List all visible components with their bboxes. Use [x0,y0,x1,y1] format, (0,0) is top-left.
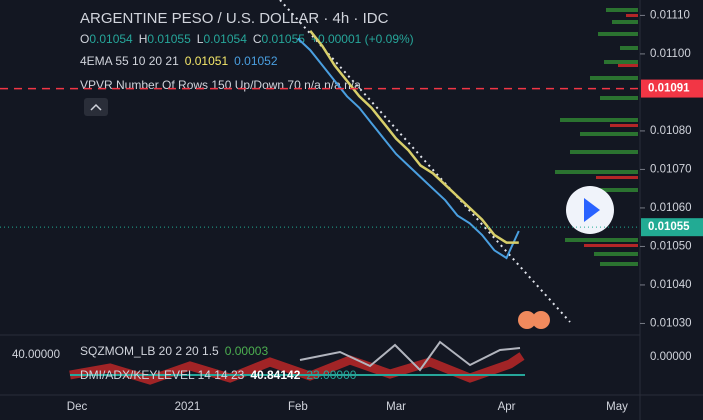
y-tick-label: 0.01080 [650,125,692,137]
price-badge [641,79,703,98]
y-tick-label: 0.01030 [650,317,692,329]
chart-title: ARGENTINE PESO / U.S. DOLLAR · 4h · IDC [80,10,389,27]
price-badge-label: 0.01091 [648,83,690,95]
x-tick-label: 2021 [175,401,201,413]
y-tick-label: 0.01040 [650,279,692,291]
ohlc-value: 0.01055 [262,32,306,46]
series-line [309,30,519,244]
dmi-label: DMI/ADX/KEYLEVEL 14 14 23 [80,368,245,382]
ohlc-legend: O0.01054 H0.01055 L0.01054 C0.01055 +0.00001… [80,32,414,46]
price-badge [641,218,703,237]
volume-profile-down [584,14,638,247]
ohlc-key: H [139,32,148,46]
play-icon [584,198,600,222]
ohlc-value: 0.01055 [147,32,191,46]
ema-label: 4EMA 55 10 20 21 [80,54,179,68]
x-tick-label: Dec [67,401,88,413]
scale-label: 40.00000 [12,349,60,361]
ohlc-key: O [80,32,89,46]
dmi-value: 23.00000 [306,368,356,382]
sqzmom-value: 0.00003 [225,344,269,358]
ohlc-key: C [253,32,262,46]
dmi-value: 40.84142 [250,368,300,382]
ema-value: 0.01051 [185,54,229,68]
indicator-legend: SQZMOM_LB 20 2 20 1.5 0.00003 [80,344,268,358]
event-icon[interactable] [532,311,550,329]
y-tick-label: 0.01050 [650,240,692,252]
collapse-icon [90,103,102,111]
ohlc-change: +0.00001 (+0.09%) [311,32,414,46]
ohlc-value: 0.01054 [203,32,247,46]
scale-label: 0.00000 [650,351,692,363]
series-line [297,37,520,260]
x-tick-label: Feb [288,401,308,413]
indicator-legend: 4EMA 55 10 20 21 0.01051 0.01052 [80,54,278,68]
y-tick-label: 0.01060 [650,202,692,214]
indicator-legend: DMI/ADX/KEYLEVEL 14 14 23 40.84142 23.0000… [80,368,357,382]
x-tick-label: Apr [498,401,516,413]
y-tick-label: 0.01100 [650,48,691,60]
ohlc-key: L [197,32,204,46]
indicator-legend: VPVR Number Of Rows 150 Up/Down 70 n/a n… [80,78,361,92]
oscillator-line [299,340,521,372]
plot-area [297,30,520,260]
volume-profile [555,8,638,266]
sqzmom-label: SQZMOM_LB 20 2 20 1.5 [80,344,219,358]
x-tick-label: May [606,401,628,413]
collapse-button[interactable] [84,98,108,116]
y-tick-label: 0.01070 [650,163,692,175]
event-icon[interactable] [518,311,536,329]
ema-value: 0.01052 [234,54,278,68]
price-badge-label: 0.01055 [648,221,690,233]
x-tick-label: Mar [386,401,406,413]
ohlc-value: 0.01054 [89,32,133,46]
y-tick-label: 0.01110 [650,9,690,21]
